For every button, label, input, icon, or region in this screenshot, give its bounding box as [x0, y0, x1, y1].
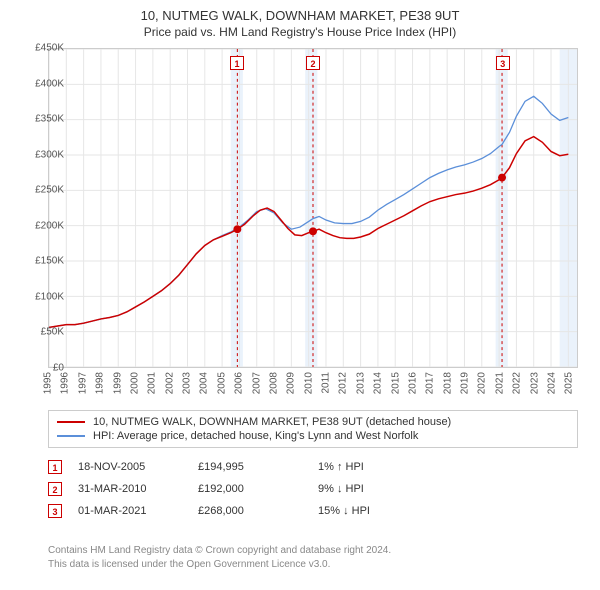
x-axis-tick-label: 2017 [425, 372, 436, 394]
chart-marker-label: 3 [496, 56, 510, 70]
sale-row: 1 18-NOV-2005 £194,995 1% ↑ HPI [48, 456, 578, 478]
x-axis-tick-label: 2021 [494, 372, 505, 394]
x-axis-tick-label: 2018 [442, 372, 453, 394]
y-axis-tick-label: £150K [22, 256, 64, 267]
legend-row: 10, NUTMEG WALK, DOWNHAM MARKET, PE38 9U… [57, 415, 569, 429]
chart-container: 10, NUTMEG WALK, DOWNHAM MARKET, PE38 9U… [0, 0, 600, 590]
x-axis-tick-label: 2010 [303, 372, 314, 394]
x-axis-tick-label: 2025 [564, 372, 575, 394]
x-axis-tick-label: 2014 [373, 372, 384, 394]
x-axis-tick-label: 2019 [460, 372, 471, 394]
legend-label: HPI: Average price, detached house, King… [93, 430, 418, 442]
sale-price: £192,000 [198, 483, 318, 495]
x-axis-tick-label: 1995 [43, 372, 54, 394]
footer-line: Contains HM Land Registry data © Crown c… [48, 544, 391, 558]
sale-price: £194,995 [198, 461, 318, 473]
sale-row: 3 01-MAR-2021 £268,000 15% ↓ HPI [48, 500, 578, 522]
x-axis-tick-label: 2023 [529, 372, 540, 394]
y-axis-tick-label: £350K [22, 114, 64, 125]
chart-svg [49, 49, 577, 367]
x-axis-tick-label: 2007 [251, 372, 262, 394]
x-axis-tick-label: 2024 [546, 372, 557, 394]
y-axis-tick-label: £400K [22, 78, 64, 89]
x-axis-tick-label: 2012 [338, 372, 349, 394]
x-axis-tick-label: 2016 [407, 372, 418, 394]
y-axis-tick-label: £450K [22, 43, 64, 54]
x-axis-tick-label: 1998 [95, 372, 106, 394]
sale-date: 31-MAR-2010 [78, 483, 198, 495]
y-axis-tick-label: £300K [22, 149, 64, 160]
chart-marker-label: 2 [306, 56, 320, 70]
x-axis-tick-label: 2005 [216, 372, 227, 394]
footer-line: This data is licensed under the Open Gov… [48, 558, 391, 572]
x-axis-tick-label: 2006 [234, 372, 245, 394]
sale-price: £268,000 [198, 505, 318, 517]
legend-label: 10, NUTMEG WALK, DOWNHAM MARKET, PE38 9U… [93, 416, 451, 428]
sale-date: 01-MAR-2021 [78, 505, 198, 517]
legend-swatch [57, 421, 85, 423]
x-axis-tick-label: 1996 [60, 372, 71, 394]
footer: Contains HM Land Registry data © Crown c… [48, 544, 391, 571]
titles: 10, NUTMEG WALK, DOWNHAM MARKET, PE38 9U… [0, 0, 600, 39]
sale-diff: 15% ↓ HPI [318, 505, 418, 517]
y-axis-tick-label: £250K [22, 185, 64, 196]
y-axis-tick-label: £200K [22, 220, 64, 231]
x-axis-tick-label: 2022 [512, 372, 523, 394]
x-axis-tick-label: 2003 [182, 372, 193, 394]
sale-row: 2 31-MAR-2010 £192,000 9% ↓ HPI [48, 478, 578, 500]
x-axis-tick-label: 2000 [129, 372, 140, 394]
sale-marker: 3 [48, 504, 62, 518]
x-axis-tick-label: 2020 [477, 372, 488, 394]
sale-diff: 1% ↑ HPI [318, 461, 418, 473]
x-axis-tick-label: 2013 [355, 372, 366, 394]
y-axis-tick-label: £100K [22, 291, 64, 302]
y-axis-tick-label: £50K [22, 327, 64, 338]
sale-diff: 9% ↓ HPI [318, 483, 418, 495]
chart-marker-label: 1 [230, 56, 244, 70]
x-axis-tick-label: 2015 [390, 372, 401, 394]
x-axis-tick-label: 2009 [286, 372, 297, 394]
title-sub: Price paid vs. HM Land Registry's House … [0, 25, 600, 39]
x-axis-tick-label: 2004 [199, 372, 210, 394]
x-axis-tick-label: 2011 [321, 372, 332, 394]
legend-row: HPI: Average price, detached house, King… [57, 429, 569, 443]
legend-swatch [57, 435, 85, 437]
title-main: 10, NUTMEG WALK, DOWNHAM MARKET, PE38 9U… [0, 8, 600, 23]
sales-table: 1 18-NOV-2005 £194,995 1% ↑ HPI 2 31-MAR… [48, 456, 578, 522]
sale-date: 18-NOV-2005 [78, 461, 198, 473]
chart-plot-area [48, 48, 578, 368]
x-axis-tick-label: 2002 [164, 372, 175, 394]
x-axis-tick-label: 1997 [77, 372, 88, 394]
sale-marker: 2 [48, 482, 62, 496]
x-axis-tick-label: 2001 [147, 372, 158, 394]
sale-marker: 1 [48, 460, 62, 474]
x-axis-tick-label: 2008 [268, 372, 279, 394]
legend: 10, NUTMEG WALK, DOWNHAM MARKET, PE38 9U… [48, 410, 578, 448]
x-axis-tick-label: 1999 [112, 372, 123, 394]
